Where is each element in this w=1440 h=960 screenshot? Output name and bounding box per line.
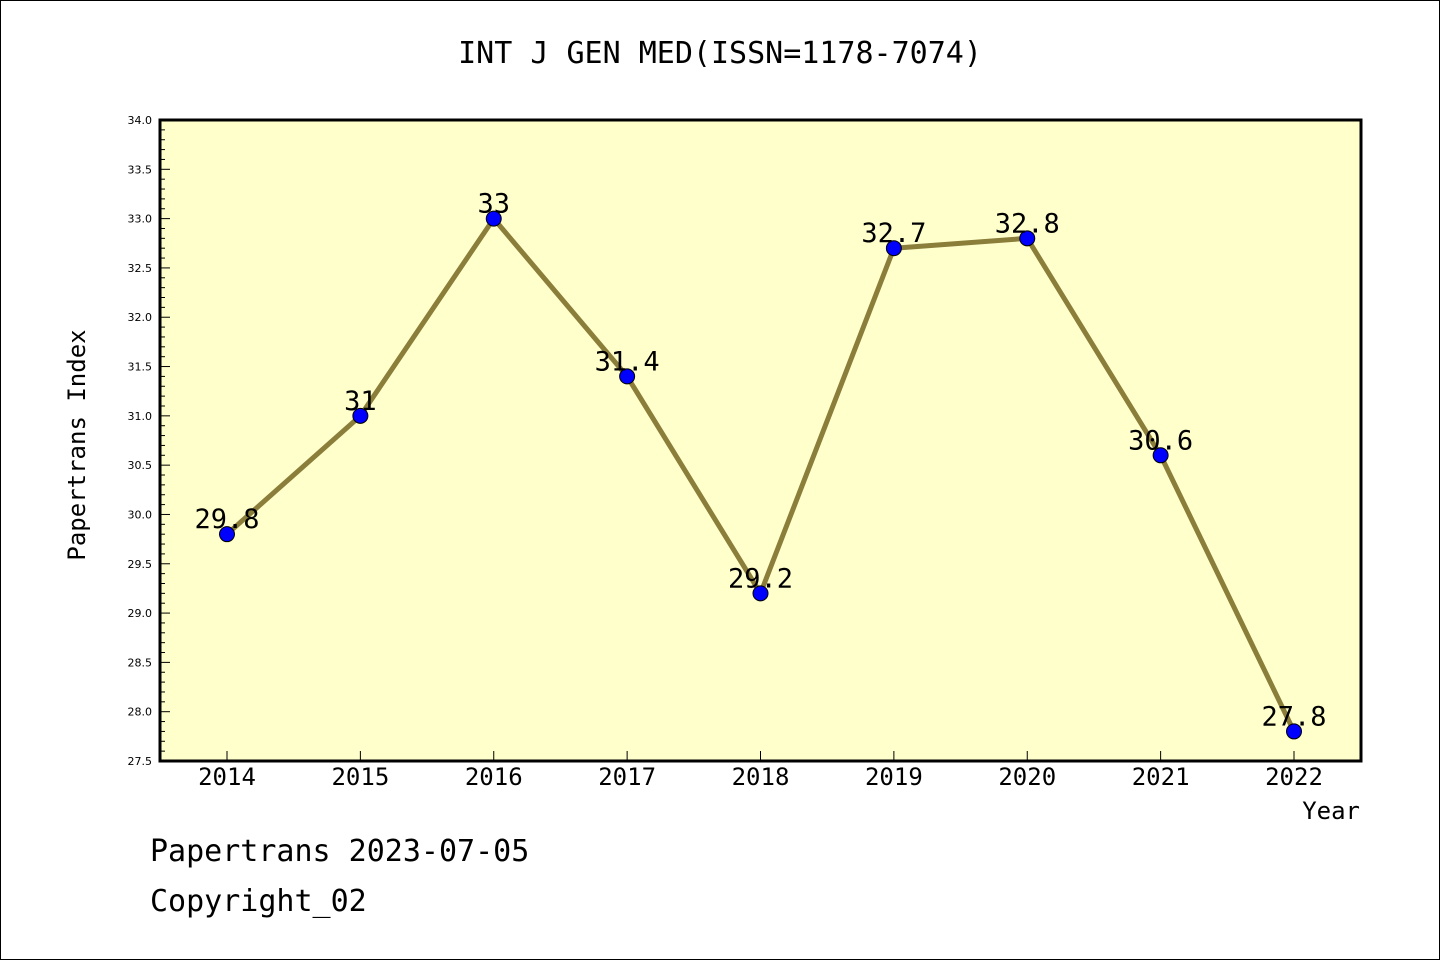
x-tick-label: 2016 — [465, 763, 523, 791]
y-axis-label: Papertrans Index — [63, 329, 91, 560]
data-point — [1019, 230, 1036, 247]
x-tick-label: 2020 — [998, 763, 1056, 791]
x-tick-label: 2014 — [198, 763, 256, 791]
y-tick-label: 27.5 — [128, 755, 153, 768]
data-label: 32.8 — [995, 208, 1060, 239]
footer-copyright: Copyright_02 — [150, 884, 367, 919]
data-point — [219, 526, 235, 543]
data-label: 31.4 — [595, 346, 660, 377]
data-label: 31 — [344, 386, 377, 417]
data-label: 33 — [477, 189, 510, 220]
data-point — [619, 368, 636, 385]
footer-date: Papertrans 2023-07-05 — [150, 834, 530, 869]
y-tick-label: 29.5 — [128, 558, 153, 571]
y-tick-label: 31.5 — [128, 361, 153, 374]
x-axis: 2014 2015 2016 2017 2018 2019 2020 2021 2022 — [198, 751, 1323, 791]
y-tick-label: 32.5 — [128, 262, 153, 275]
data-label: 29.2 — [728, 563, 793, 594]
y-tick-label: 34.0 — [128, 114, 153, 127]
y-tick-label: 32.0 — [128, 311, 153, 324]
data-point — [352, 407, 369, 424]
data-label: 29.8 — [194, 504, 259, 535]
data-label: 30.6 — [1128, 425, 1193, 456]
data-point — [885, 240, 902, 257]
y-tick-label: 33.5 — [128, 163, 153, 176]
y-tick-label: 29.0 — [128, 607, 153, 620]
y-axis: 27.5 28.0 28.5 29.0 29.5 30.0 30.5 31.0 31.5 32.0… — [128, 114, 170, 768]
x-tick-label: 2017 — [598, 763, 656, 791]
y-tick-label: 30.5 — [128, 459, 153, 472]
x-tick-label: 2021 — [1132, 763, 1190, 791]
y-tick-label: 28.5 — [128, 656, 153, 669]
data-labels-group: 29.8 31 33 31.4 29.2 32.7 32.8 30.6 27.8 — [194, 189, 1326, 733]
y-tick-label: 28.0 — [128, 706, 153, 719]
data-point — [1286, 723, 1302, 740]
data-label: 32.7 — [861, 218, 926, 249]
series-points-group — [219, 210, 1302, 740]
x-tick-label: 2022 — [1265, 763, 1323, 791]
data-point — [752, 585, 769, 602]
y-tick-label: 33.0 — [128, 213, 153, 226]
y-tick-label: 31.0 — [128, 410, 153, 423]
data-point — [485, 210, 502, 227]
x-axis-label: Year — [1302, 797, 1360, 825]
x-tick-label: 2019 — [865, 763, 923, 791]
data-label: 27.8 — [1261, 701, 1326, 732]
y-tick-label: 30.0 — [128, 508, 153, 521]
chart-title: INT J GEN MED(ISSN=1178-7074) — [458, 36, 982, 71]
x-tick-label: 2015 — [331, 763, 389, 791]
plot-area — [158, 118, 1363, 763]
x-tick-label: 2018 — [732, 763, 790, 791]
data-point — [1152, 447, 1169, 464]
